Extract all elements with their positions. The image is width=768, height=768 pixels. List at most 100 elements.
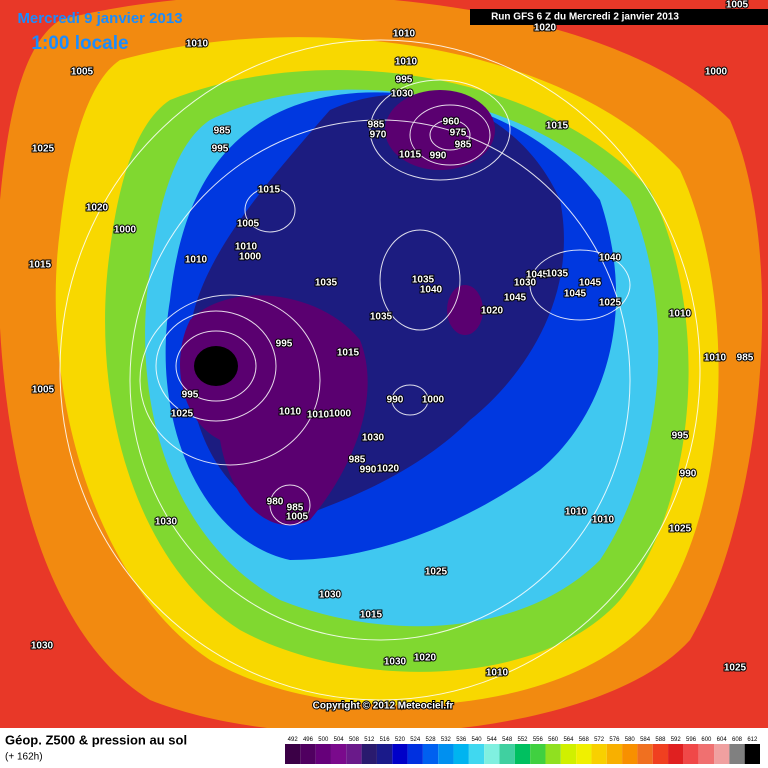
colorbar-label: 504 [334, 737, 345, 743]
colorbar-swatch [422, 744, 439, 764]
colorbar-label: 496 [303, 737, 314, 743]
isobar-label: 1015 [258, 185, 281, 196]
isobar-label: 1035 [370, 312, 393, 323]
isobar-label: 1030 [391, 89, 414, 100]
colorbar-label: 512 [364, 737, 375, 743]
colorbar-label: 508 [349, 737, 360, 743]
isobar-label: 1010 [395, 57, 418, 68]
isobar-label: 1000 [422, 395, 445, 406]
isobar-label: 1025 [425, 567, 448, 578]
zone-black [194, 346, 238, 386]
isobar-labels: 1005102010101010100510101000995103098598… [28, 0, 755, 680]
isobar-label: 990 [680, 469, 697, 480]
colorbar-swatch [361, 744, 377, 764]
isobar-label: 1015 [399, 150, 422, 161]
isobar-label: 985 [455, 140, 472, 151]
colorbar: 492 496 500 504 508 512 516 520 524 528 532 536 540 5… [285, 737, 760, 764]
colorbar-swatch [668, 744, 684, 764]
isobar-label: 975 [450, 128, 467, 139]
isobar-label: 1010 [565, 507, 588, 518]
isobar-label: 1000 [239, 252, 262, 263]
isobar-label: 1015 [337, 348, 360, 359]
isobar-label: 1015 [360, 610, 383, 621]
colorbar-label: 568 [579, 737, 590, 743]
colorbar-swatch [438, 744, 454, 764]
colorbar-swatch [300, 744, 316, 764]
colorbar-label: 580 [625, 737, 636, 743]
colorbar-swatch [499, 744, 515, 764]
colorbar-swatch [560, 744, 577, 764]
isobar-label: 1005 [32, 385, 55, 396]
colorbar-label: 604 [717, 737, 728, 743]
isobar-label: 1010 [592, 515, 615, 526]
colorbar-swatch [392, 744, 408, 764]
header-date: Mercredi 9 janvier 2013 [17, 10, 182, 27]
isobar-label: 995 [182, 390, 199, 401]
colorbar-swatch [484, 744, 500, 764]
isobar-label: 1045 [564, 289, 587, 300]
isobar-label: 1045 [526, 270, 549, 281]
colorbar-swatch [591, 744, 607, 764]
isobar-label: 995 [672, 431, 689, 442]
isobar-label: 1000 [114, 225, 137, 236]
colorbar-label: 528 [426, 737, 437, 743]
isobars [59, 39, 701, 701]
colorbar-swatch [530, 744, 546, 764]
colorbar-label: 524 [410, 737, 421, 743]
colorbar-label: 608 [732, 737, 743, 743]
isobar-label: 985 [349, 455, 366, 466]
zone-purple-north [385, 90, 495, 170]
colorbar-swatch [514, 744, 531, 764]
colorbar-swatch [285, 744, 301, 764]
colorbar-label: 536 [456, 737, 467, 743]
colorbar-label: 596 [686, 737, 697, 743]
isobar-label: 1030 [362, 433, 385, 444]
isobar-label: 1045 [579, 278, 602, 289]
colorbar-label: 556 [533, 737, 544, 743]
isobar-label: 1020 [534, 23, 557, 34]
isobar-label: 1035 [546, 269, 569, 280]
colorbar-swatch [652, 744, 669, 764]
colorbar-label: 588 [655, 737, 666, 743]
colorbar-swatch [729, 744, 745, 764]
isobar-label: 1030 [319, 590, 342, 601]
colorbar-swatch [330, 744, 347, 764]
colorbar-swatch [407, 744, 423, 764]
colorbar-swatch [637, 744, 653, 764]
colorbar-label: 492 [288, 737, 299, 743]
isobar-label: 1005 [726, 0, 749, 11]
isobar-label: 1035 [315, 278, 338, 289]
run-box [470, 9, 768, 25]
isobar-label: 995 [212, 144, 229, 155]
isobar-label: 970 [370, 130, 387, 141]
isobar-label: 1020 [377, 464, 400, 475]
colorbar-swatch [315, 744, 331, 764]
isobar-label: 995 [276, 339, 293, 350]
isobar-label: 1005 [286, 512, 309, 523]
colorbar-label: 548 [502, 737, 513, 743]
isobar-label: 1030 [155, 517, 178, 528]
colorbar-swatch [468, 744, 485, 764]
colorbar-label: 584 [640, 737, 651, 743]
isobar-label: 985 [287, 503, 304, 514]
isobar-label: 1005 [71, 67, 94, 78]
colorbar-label: 516 [380, 737, 391, 743]
colorbar-label: 576 [609, 737, 620, 743]
colorbar-swatch [698, 744, 715, 764]
isobar-label: 980 [267, 497, 284, 508]
isobar-label: 1035 [412, 275, 435, 286]
isobar-label: 1010 [235, 242, 258, 253]
legend-title: Géop. Z500 & pression au sol [5, 732, 187, 747]
isobar-label: 1010 [307, 410, 330, 421]
isobar-label: 1010 [185, 255, 208, 266]
isobar-label: 1010 [704, 353, 727, 364]
isobar-label: 1000 [329, 409, 352, 420]
isobar-label: 1010 [279, 407, 302, 418]
header-time: 1:00 locale [31, 33, 128, 54]
colorbar-label: 532 [441, 737, 452, 743]
colorbar-swatch [545, 744, 561, 764]
colorbar-label: 540 [472, 737, 483, 743]
